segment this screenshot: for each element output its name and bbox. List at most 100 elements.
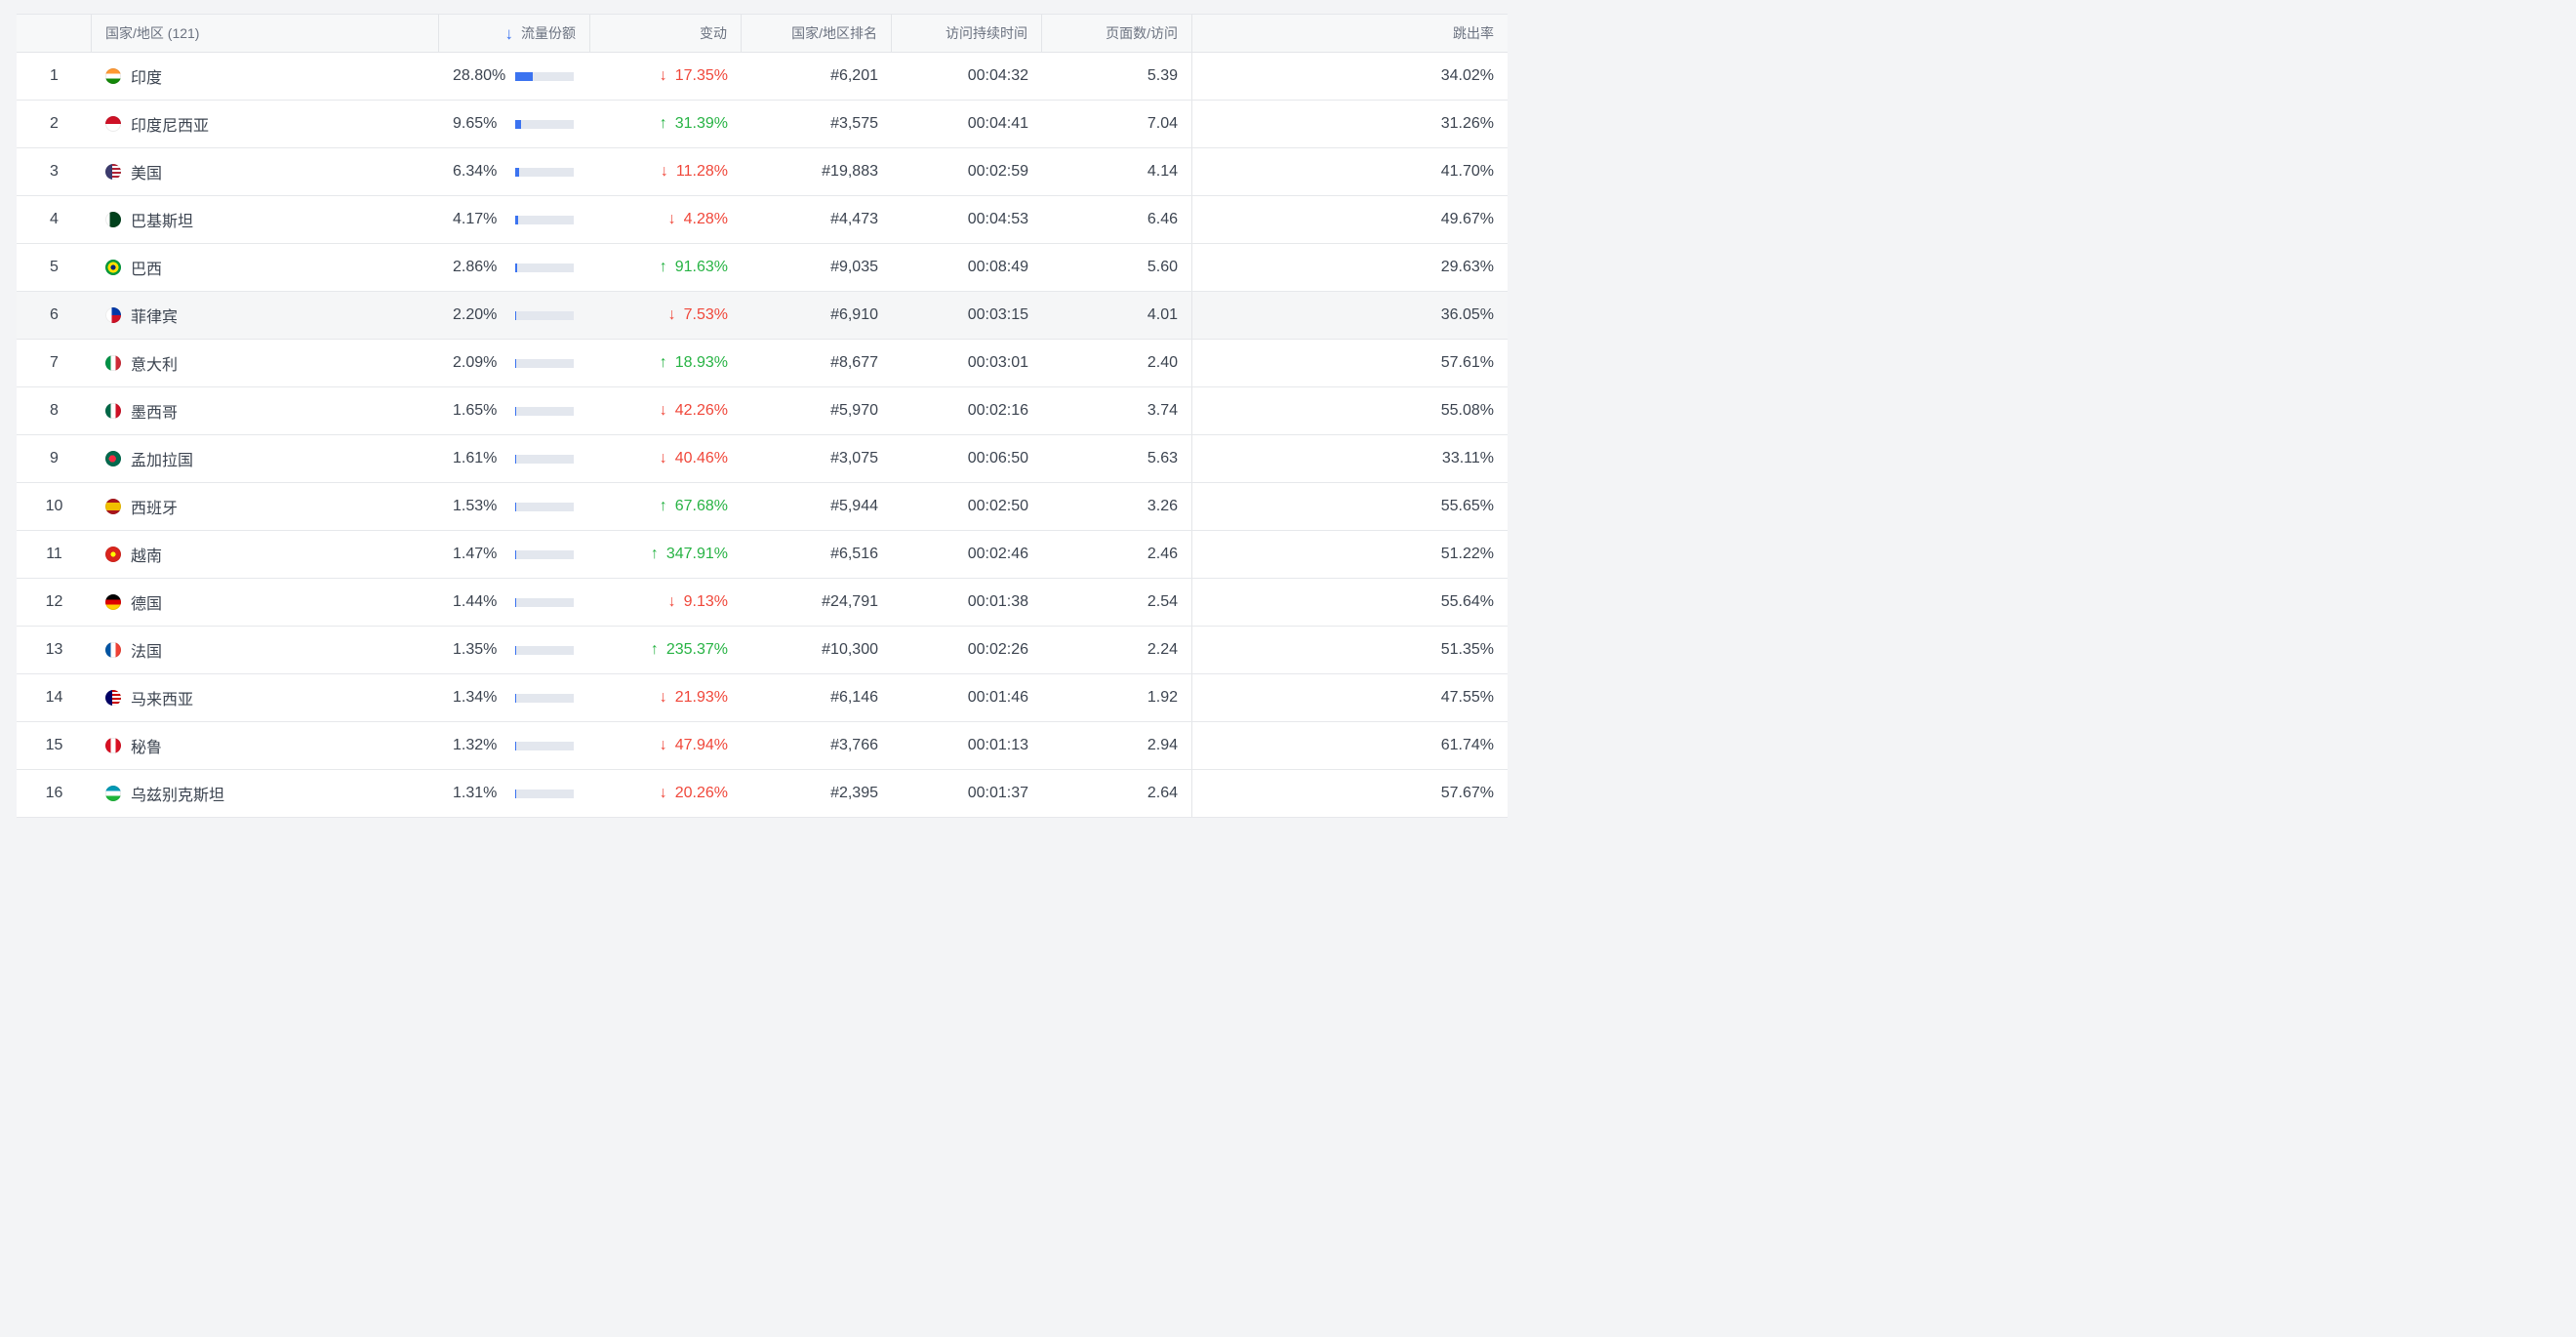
country-name[interactable]: 法国	[131, 644, 163, 661]
country-cell[interactable]: 西班牙	[92, 483, 439, 530]
visit-duration: 00:01:37	[967, 785, 1028, 801]
country-rank: #4,473	[830, 211, 878, 227]
country-name[interactable]: 马来西亚	[131, 692, 194, 709]
country-name[interactable]: 菲律宾	[131, 309, 179, 326]
country-cell[interactable]: 意大利	[92, 340, 439, 386]
traffic-share-bar-fill	[515, 358, 517, 368]
row-index: 11	[46, 546, 62, 562]
table-row[interactable]: 3 美国 6.34% ↓ 11.28% #19,883 00:02:59 4.1…	[17, 148, 1508, 196]
country-cell[interactable]: 乌兹别克斯坦	[92, 770, 439, 817]
country-rank: #9,035	[830, 259, 878, 275]
row-index: 1	[50, 67, 59, 84]
row-index: 8	[50, 402, 59, 419]
header-country-rank[interactable]: 国家/地区排名	[742, 15, 892, 52]
traffic-share-bar	[515, 406, 574, 416]
table-row[interactable]: 16 乌兹别克斯坦 1.31% ↓ 20.26% #2,395 00:01:37…	[17, 770, 1508, 818]
bounce-rate: 55.65%	[1440, 498, 1494, 514]
header-change[interactable]: 变动	[590, 15, 742, 52]
change-value: 31.39%	[674, 115, 728, 132]
country-name[interactable]: 墨西哥	[131, 405, 179, 422]
country-cell[interactable]: 越南	[92, 531, 439, 578]
country-cell[interactable]: 法国	[92, 627, 439, 673]
table-row[interactable]: 2 印度尼西亚 9.65% ↑ 31.39% #3,575 00:04:41 7…	[17, 101, 1508, 148]
table-row[interactable]: 7 意大利 2.09% ↑ 18.93% #8,677 00:03:01 2.4…	[17, 340, 1508, 387]
country-cell[interactable]: 德国	[92, 579, 439, 626]
traffic-share-bar-fill	[515, 645, 517, 655]
table-row[interactable]: 5 巴西 2.86% ↑ 91.63% #9,035 00:08:49 5.60…	[17, 244, 1508, 292]
country-name[interactable]: 巴西	[131, 262, 163, 278]
traffic-share-cell: 2.86%	[439, 244, 590, 291]
change-value: 67.68%	[674, 498, 728, 514]
country-cell[interactable]: 秘鲁	[92, 722, 439, 769]
table-row[interactable]: 6 菲律宾 2.20% ↓ 7.53% #6,910 00:03:15 4.01…	[17, 292, 1508, 340]
traffic-share-bar-fill	[515, 454, 517, 464]
pages-per-visit: 3.74	[1042, 387, 1192, 434]
change-cell: ↓ 11.28%	[590, 148, 742, 195]
country-cell[interactable]: 印度尼西亚	[92, 101, 439, 147]
bounce-rate: 57.61%	[1440, 354, 1494, 371]
pages-per-visit: 2.64	[1042, 770, 1192, 817]
traffic-share-bar-fill	[515, 597, 517, 607]
country-name[interactable]: 德国	[131, 596, 163, 613]
country-name[interactable]: 西班牙	[131, 501, 179, 517]
traffic-share-value: 1.32%	[453, 737, 498, 753]
country-name[interactable]: 美国	[131, 166, 163, 182]
table-row[interactable]: 12 德国 1.44% ↓ 9.13% #24,791 00:01:38 2.5…	[17, 579, 1508, 627]
country-cell[interactable]: 巴西	[92, 244, 439, 291]
country-cell[interactable]: 巴基斯坦	[92, 196, 439, 243]
table-row[interactable]: 13 法国 1.35% ↑ 235.37% #10,300 00:02:26 2…	[17, 627, 1508, 674]
visit-duration: 00:03:01	[967, 354, 1028, 371]
country-rank: #8,677	[830, 354, 878, 371]
country-cell[interactable]: 孟加拉国	[92, 435, 439, 482]
usa-flag-icon	[105, 164, 121, 180]
country-cell[interactable]: 菲律宾	[92, 292, 439, 339]
germany-flag-icon	[105, 594, 121, 610]
table-row[interactable]: 8 墨西哥 1.65% ↓ 42.26% #5,970 00:02:16 3.7…	[17, 387, 1508, 435]
arrow-down-icon[interactable]: ↓	[504, 23, 514, 43]
table-row[interactable]: 10 西班牙 1.53% ↑ 67.68% #5,944 00:02:50 3.…	[17, 483, 1508, 531]
country-name[interactable]: 乌兹别克斯坦	[131, 788, 225, 804]
header-country[interactable]: 国家/地区 (121)	[92, 15, 439, 52]
country-cell[interactable]: 墨西哥	[92, 387, 439, 434]
visit-duration: 00:06:50	[967, 450, 1028, 466]
header-visit-duration[interactable]: 访问持续时间	[892, 15, 1042, 52]
header-pages-per-visit[interactable]: 页面数/访问	[1042, 15, 1192, 52]
change-cell: ↑ 67.68%	[590, 483, 742, 530]
country-name[interactable]: 意大利	[131, 357, 179, 374]
traffic-share-bar	[515, 789, 574, 798]
change-arrow-icon: ↓	[667, 593, 676, 610]
table-row[interactable]: 14 马来西亚 1.34% ↓ 21.93% #6,146 00:01:46 1…	[17, 674, 1508, 722]
traffic-share-value: 1.31%	[453, 785, 498, 801]
header-traffic-share[interactable]: ↓ 流量份额	[439, 15, 590, 52]
country-name[interactable]: 孟加拉国	[131, 453, 194, 469]
country-name[interactable]: 印度	[131, 70, 163, 87]
header-bounce-rate[interactable]: 跳出率	[1453, 25, 1494, 41]
country-name[interactable]: 越南	[131, 548, 163, 565]
country-name[interactable]: 秘鲁	[131, 740, 163, 756]
italy-flag-icon	[105, 355, 121, 371]
table-row[interactable]: 11 越南 1.47% ↑ 347.91% #6,516 00:02:46 2.…	[17, 531, 1508, 579]
country-rank: #6,910	[830, 306, 878, 323]
table-row[interactable]: 4 巴基斯坦 4.17% ↓ 4.28% #4,473 00:04:53 6.4…	[17, 196, 1508, 244]
visit-duration: 00:02:46	[967, 546, 1028, 562]
table-row[interactable]: 15 秘鲁 1.32% ↓ 47.94% #3,766 00:01:13 2.9…	[17, 722, 1508, 770]
traffic-share-value: 1.34%	[453, 689, 498, 706]
country-cell[interactable]: 美国	[92, 148, 439, 195]
change-cell: ↑ 31.39%	[590, 101, 742, 147]
country-cell[interactable]: 马来西亚	[92, 674, 439, 721]
traffic-share-cell: 1.35%	[439, 627, 590, 673]
visit-duration: 00:04:53	[967, 211, 1028, 227]
country-name[interactable]: 巴基斯坦	[131, 214, 194, 230]
table-row[interactable]: 9 孟加拉国 1.61% ↓ 40.46% #3,075 00:06:50 5.…	[17, 435, 1508, 483]
traffic-share-cell: 2.20%	[439, 292, 590, 339]
pages-per-visit: 2.24	[1042, 627, 1192, 673]
country-cell[interactable]: 印度	[92, 53, 439, 100]
change-cell: ↓ 4.28%	[590, 196, 742, 243]
visit-duration: 00:01:38	[967, 593, 1028, 610]
table-row[interactable]: 1 印度 28.80% ↓ 17.35% #6,201 00:04:32 5.3…	[17, 53, 1508, 101]
country-name[interactable]: 印度尼西亚	[131, 118, 210, 135]
change-arrow-icon: ↓	[659, 737, 667, 753]
bounce-rate: 31.26%	[1440, 115, 1494, 132]
change-value: 7.53%	[683, 306, 728, 323]
bounce-rate: 33.11%	[1441, 450, 1494, 466]
